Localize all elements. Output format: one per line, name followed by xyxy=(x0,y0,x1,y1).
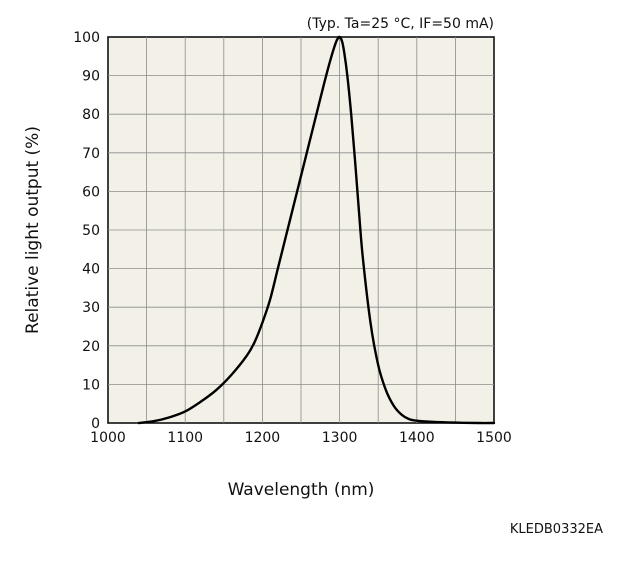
y-tick-label: 10 xyxy=(82,377,100,393)
x-tick-label: 1100 xyxy=(167,430,203,446)
x-axis-title: Wavelength (nm) xyxy=(228,480,375,500)
x-tick-label: 1400 xyxy=(399,430,435,446)
x-tick-label: 1000 xyxy=(90,430,126,446)
x-tick-label: 1300 xyxy=(322,430,358,446)
y-tick-label: 100 xyxy=(73,30,100,46)
relative-output-curve xyxy=(137,35,496,425)
y-tick-label: 70 xyxy=(82,146,100,162)
y-tick-label: 80 xyxy=(82,107,100,123)
y-tick-label: 20 xyxy=(82,339,100,355)
y-tick-label: 60 xyxy=(82,184,100,200)
y-tick-labels: 0 10 20 30 40 50 60 70 80 90 100 xyxy=(73,30,100,432)
y-tick-label: 30 xyxy=(82,300,100,316)
y-tick-label: 40 xyxy=(82,262,100,278)
grid-layer xyxy=(108,37,494,423)
x-tick-label: 1500 xyxy=(476,430,512,446)
x-tick-label: 1200 xyxy=(245,430,281,446)
y-tick-label: 90 xyxy=(82,69,100,85)
y-tick-label: 50 xyxy=(82,223,100,239)
measurement-condition-note: (Typ. Ta=25 °C, IF=50 mA) xyxy=(307,16,494,32)
y-tick-label: 0 xyxy=(91,416,100,432)
y-axis-title: Relative light output (%) xyxy=(23,126,43,334)
x-tick-labels: 1000 1100 1200 1300 1400 1500 xyxy=(90,430,512,446)
document-code: KLEDB0332EA xyxy=(510,522,603,537)
